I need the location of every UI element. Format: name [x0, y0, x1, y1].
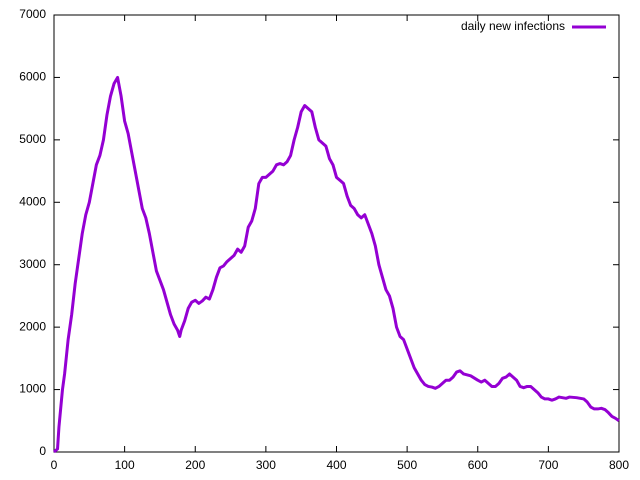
y-tick-label: 5000 [19, 132, 46, 146]
x-tick-label: 100 [115, 458, 135, 472]
plot-frame [53, 14, 620, 453]
data-line [53, 75, 620, 454]
y-tick-label: 7000 [19, 7, 46, 21]
y-tick-label: 0 [39, 444, 46, 458]
x-tick-label: 400 [326, 458, 346, 472]
y-tick-label: 1000 [19, 382, 46, 396]
y-tick-label: 6000 [19, 70, 46, 84]
x-tick-label: 300 [256, 458, 276, 472]
x-tick-label: 500 [397, 458, 417, 472]
y-tick-label: 4000 [19, 194, 46, 208]
y-tick-label: 3000 [19, 257, 46, 271]
x-tick-label: 600 [468, 458, 488, 472]
x-tick-label: 200 [185, 458, 205, 472]
x-tick-label: 800 [609, 458, 629, 472]
x-tick-label: 700 [538, 458, 558, 472]
x-tick-label: 0 [51, 458, 58, 472]
y-tick-label: 2000 [19, 319, 46, 333]
legend-label: daily new infections [461, 19, 565, 33]
